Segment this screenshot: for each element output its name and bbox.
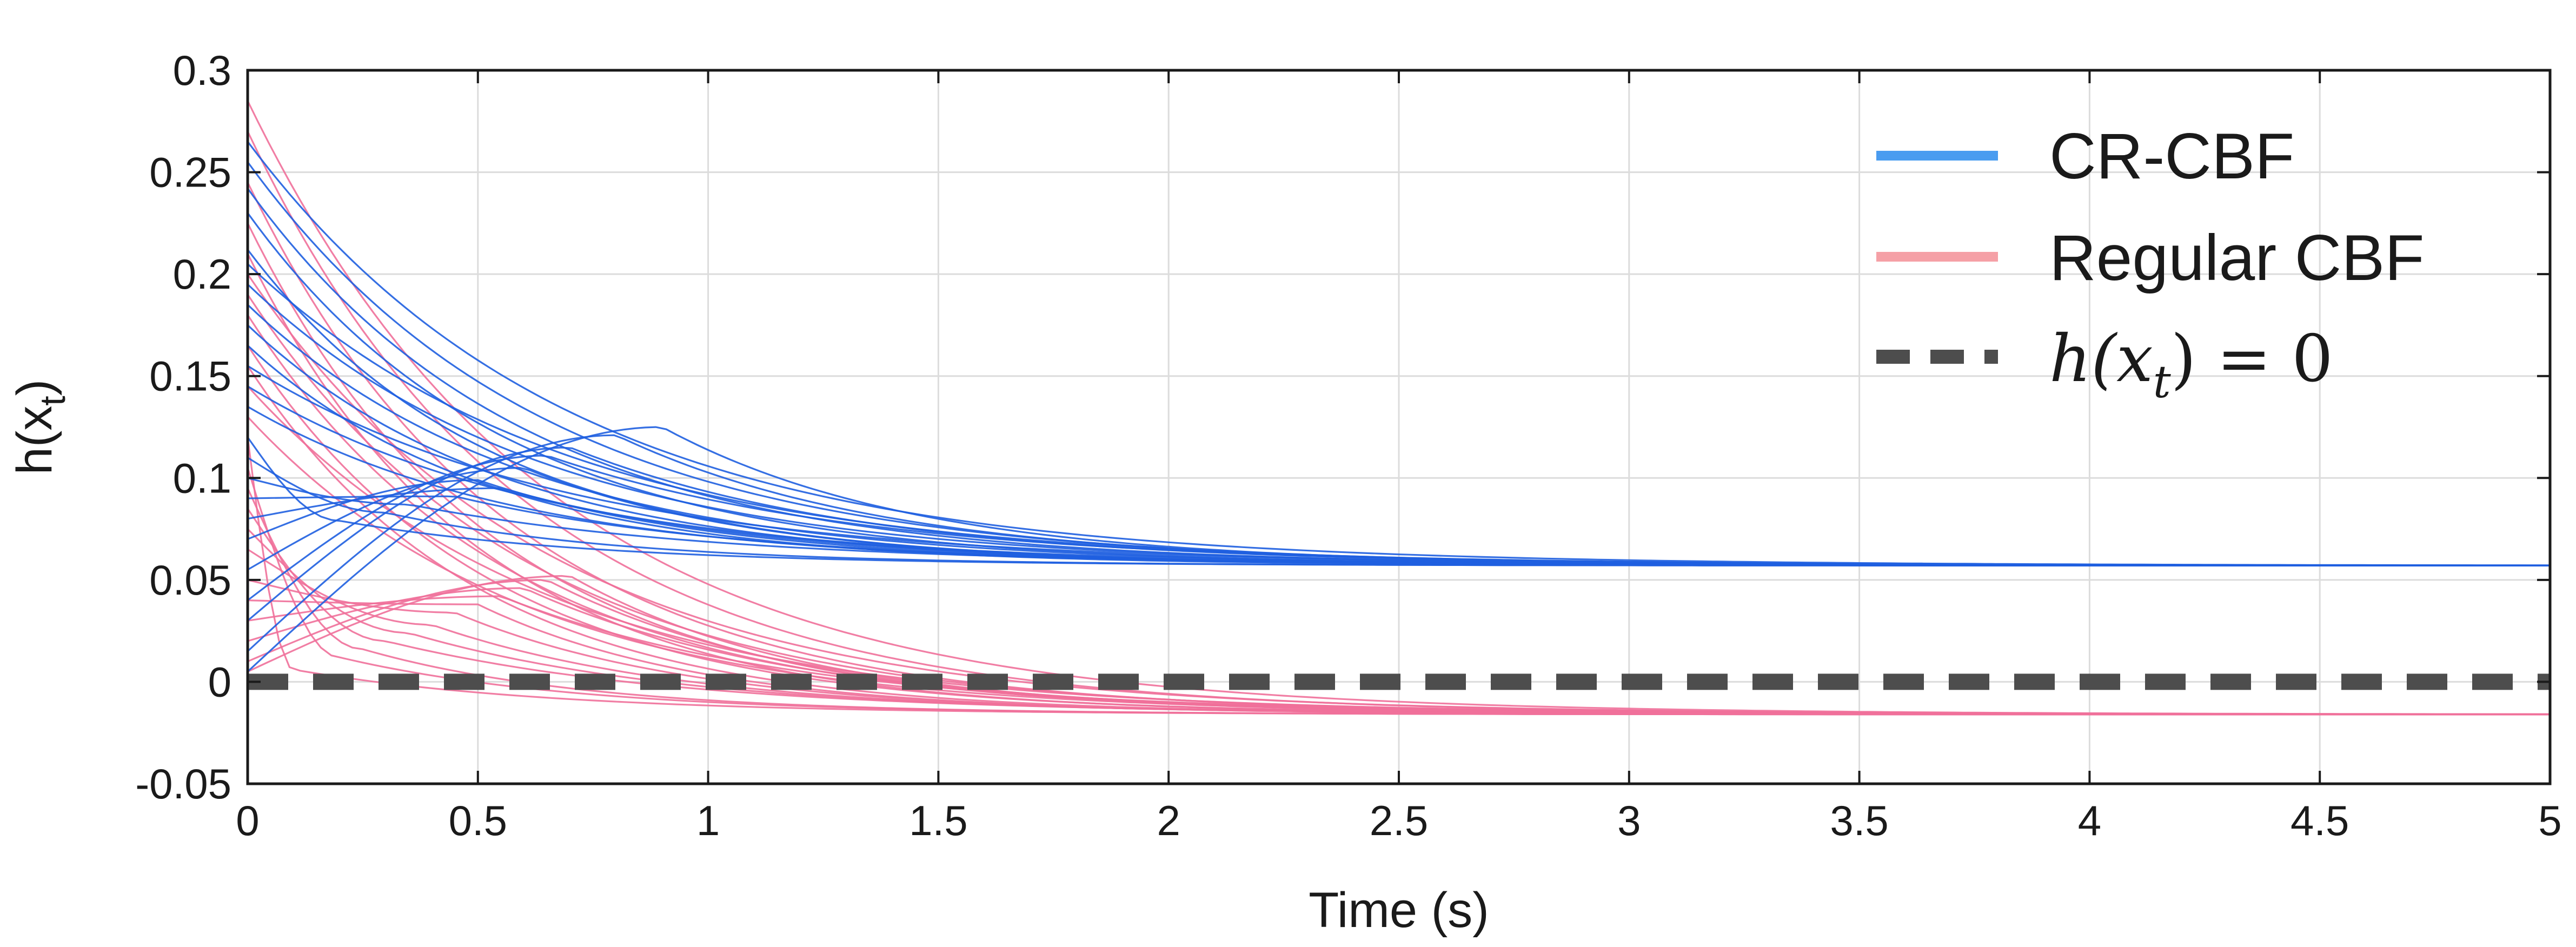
x-tick-label: 2.5 [1370, 797, 1428, 844]
cr-trajectory [247, 426, 2550, 672]
y-tick-label: 0.1 [173, 454, 231, 502]
y-tick-label: 0.15 [149, 352, 231, 400]
x-tick-label: 1 [696, 797, 720, 844]
y-tick-label: 0.25 [149, 149, 231, 196]
x-tick-label: 1.5 [909, 797, 967, 844]
regular-cbf-trajectories [247, 100, 2551, 716]
x-tick-label: 2 [1157, 797, 1180, 844]
y-axis-ticks: -0.05 0 0.05 0.1 0.15 0.2 0.25 0.3 [135, 46, 2550, 808]
legend-zero-prefix: h(x [2049, 322, 2153, 397]
x-tick-label: 5 [2538, 797, 2561, 844]
x-tick-label: 3 [1617, 797, 1641, 844]
y-axis-title: h(xt) [7, 379, 72, 475]
y-tick-label: 0.2 [173, 250, 231, 298]
x-tick-label: 4.5 [2290, 797, 2349, 844]
x-tick-label: 0.5 [449, 797, 507, 844]
legend-zero-suffix: ) = 0 [2171, 322, 2333, 397]
y-axis-title-close: ) [7, 379, 62, 396]
x-axis-title: Time (s) [1309, 883, 1489, 938]
y-axis-title-sub: t [32, 396, 72, 405]
cr-cbf-trajectories [247, 141, 2551, 672]
y-tick-label: 0 [208, 658, 231, 705]
legend-label-zero-line: h(xt) = 0 [2049, 322, 2333, 408]
legend-label-cr-cbf: CR-CBF [2049, 120, 2294, 192]
x-axis-ticks: 0 0.5 1 1.5 2 2.5 3 3.5 4 4.5 5 [236, 70, 2562, 844]
legend-zero-sub: t [2153, 357, 2172, 408]
y-axis-title-main: h(x [7, 406, 62, 475]
regular-trajectory [247, 575, 2550, 716]
x-tick-label: 0 [236, 797, 259, 844]
y-tick-label: -0.05 [135, 760, 231, 808]
x-tick-label: 4 [2078, 797, 2101, 844]
legend: CR-CBF Regular CBF h(xt) = 0 [1876, 120, 2425, 408]
x-tick-label: 3.5 [1830, 797, 1888, 844]
y-tick-label: 0.05 [149, 556, 231, 604]
legend-label-regular-cbf: Regular CBF [2049, 222, 2425, 294]
y-tick-label: 0.3 [173, 46, 231, 94]
